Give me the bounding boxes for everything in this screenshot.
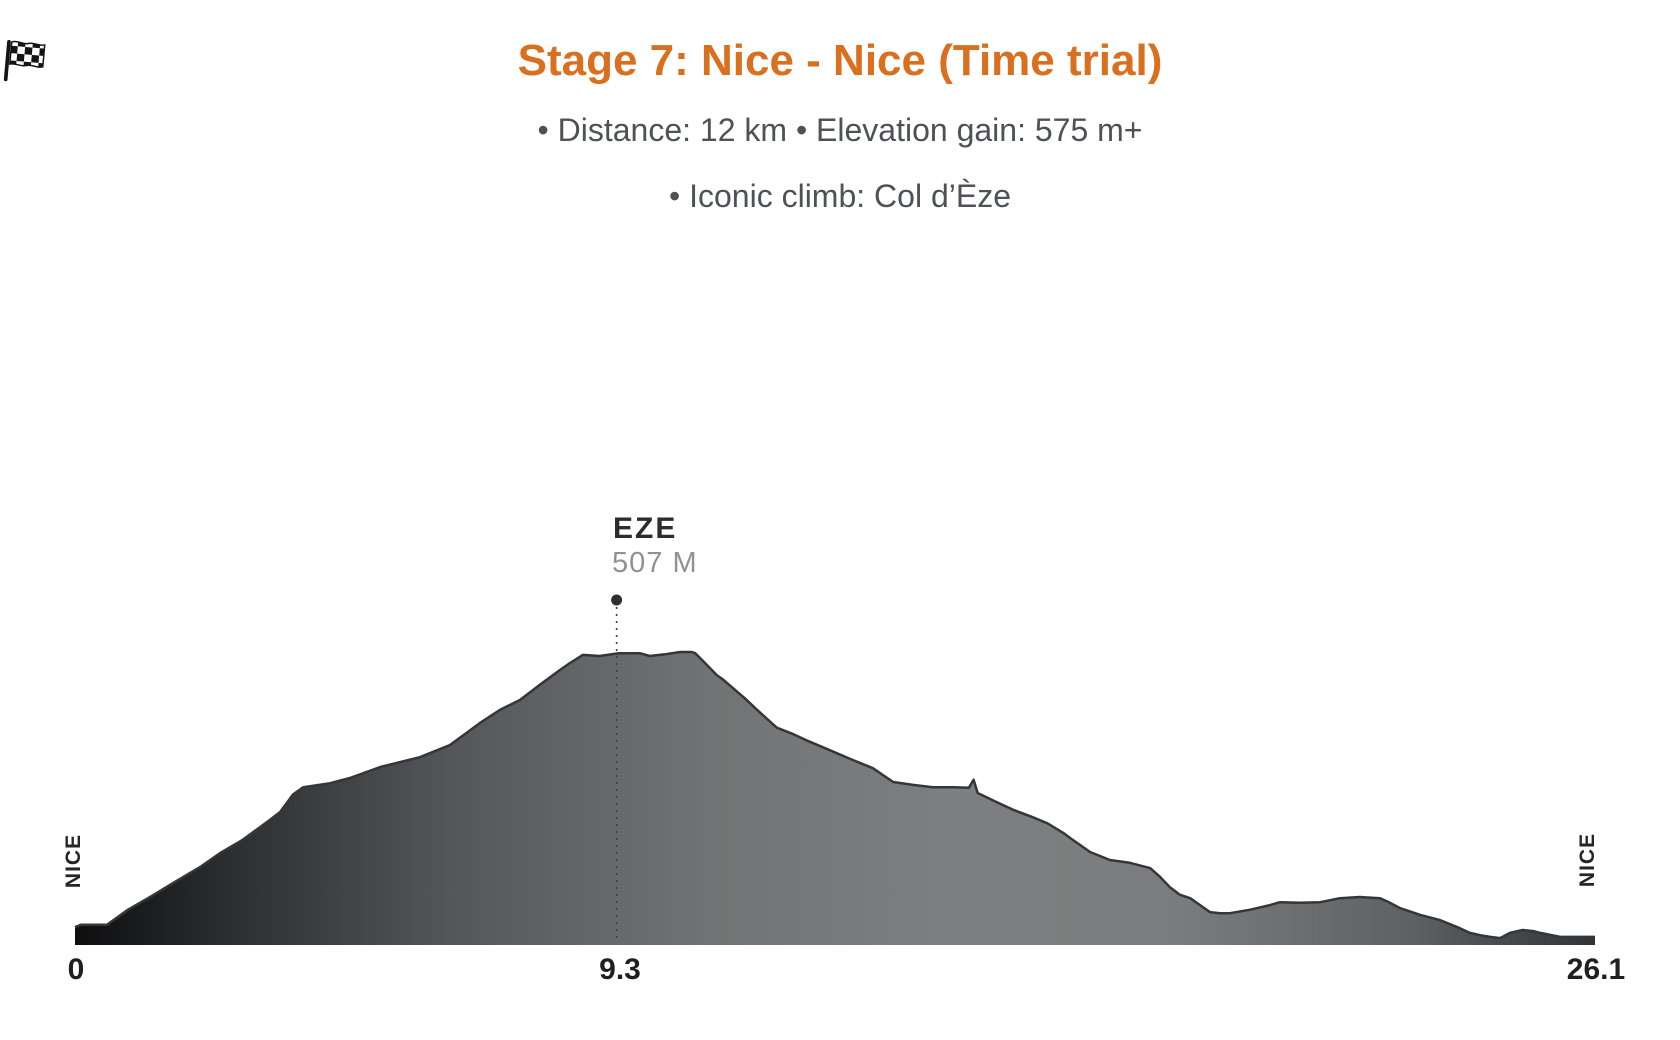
iconic-climb: • Iconic climb: Col d’Èze bbox=[669, 178, 1011, 214]
profile-area bbox=[75, 652, 1595, 945]
x-tick-peak: 9.3 bbox=[599, 953, 641, 986]
peak-elevation-label: 507 M bbox=[612, 547, 698, 579]
header: Stage 7: Nice - Nice (Time trial) bbox=[0, 36, 1680, 86]
start-city-label: NICE bbox=[62, 833, 85, 889]
profile-surface-line bbox=[74, 650, 1595, 940]
x-tick-start: 0 bbox=[67, 953, 85, 986]
x-tick-end: 26.1 bbox=[1566, 953, 1626, 986]
checkered-flag-icon bbox=[3, 39, 46, 82]
peak-marker-dot bbox=[611, 594, 623, 606]
peak-label: EZE bbox=[613, 512, 678, 545]
stage-stats: • Distance: 12 km • Elevation gain: 575 … bbox=[537, 112, 1143, 148]
page-title: Stage 7: Nice - Nice (Time trial) bbox=[517, 36, 1163, 85]
end-city-label: NICE bbox=[1576, 832, 1599, 888]
